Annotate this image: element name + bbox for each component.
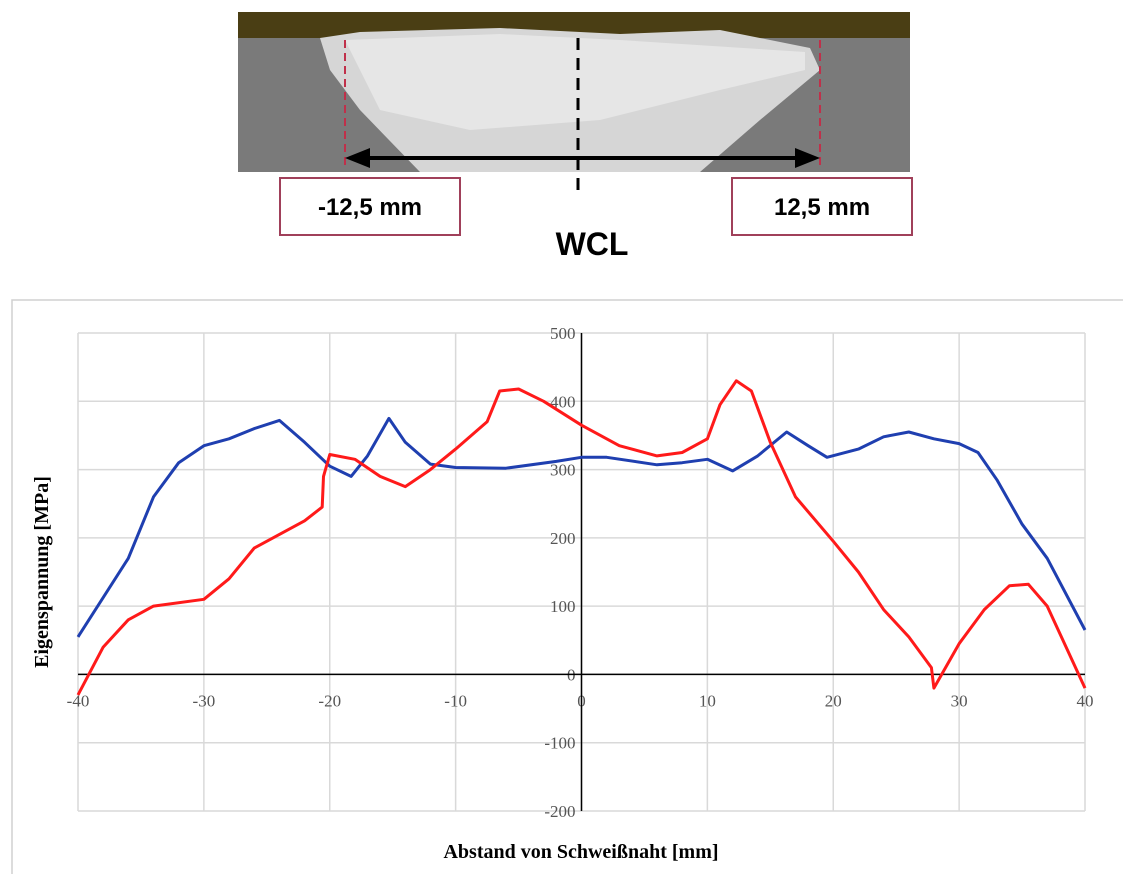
y-tick-label: 400 — [550, 392, 576, 411]
x-tick-label: -10 — [444, 691, 467, 710]
y-tick-label: 300 — [550, 461, 576, 480]
data-line — [76, 379, 1087, 696]
y-tick-label: 500 — [550, 324, 576, 343]
x-tick-label: -20 — [318, 691, 341, 710]
plot: -200-1000100200300400500-40-30-20-100102… — [67, 324, 1094, 821]
wcl-label: WCL — [556, 226, 629, 262]
x-tick-label: 40 — [1077, 691, 1094, 710]
x-tick-label: 20 — [825, 691, 842, 710]
y-tick-label: -100 — [544, 734, 575, 753]
label-box — [279, 177, 461, 236]
left-label: -12,5 mm — [318, 194, 422, 221]
x-tick-label: -40 — [67, 691, 90, 710]
y-tick-label: -200 — [544, 802, 575, 821]
label-box — [731, 177, 913, 236]
data-line — [76, 416, 1087, 638]
x-axis-title: Abstand von Schweißnaht [mm] — [443, 841, 718, 863]
weld-photo: -12,5 mm 12,5 mm WCL — [238, 12, 913, 262]
right-label: 12,5 mm — [774, 194, 870, 221]
chart-frame — [11, 299, 1123, 874]
x-tick-label: 30 — [951, 691, 968, 710]
x-tick-label: -30 — [193, 691, 216, 710]
x-tick-label: 10 — [699, 691, 716, 710]
y-tick-label: 200 — [550, 529, 576, 548]
weld-bead — [345, 34, 805, 130]
y-axis-title: Eigenspannung [MPa] — [31, 476, 53, 668]
y-tick-label: 100 — [550, 597, 576, 616]
